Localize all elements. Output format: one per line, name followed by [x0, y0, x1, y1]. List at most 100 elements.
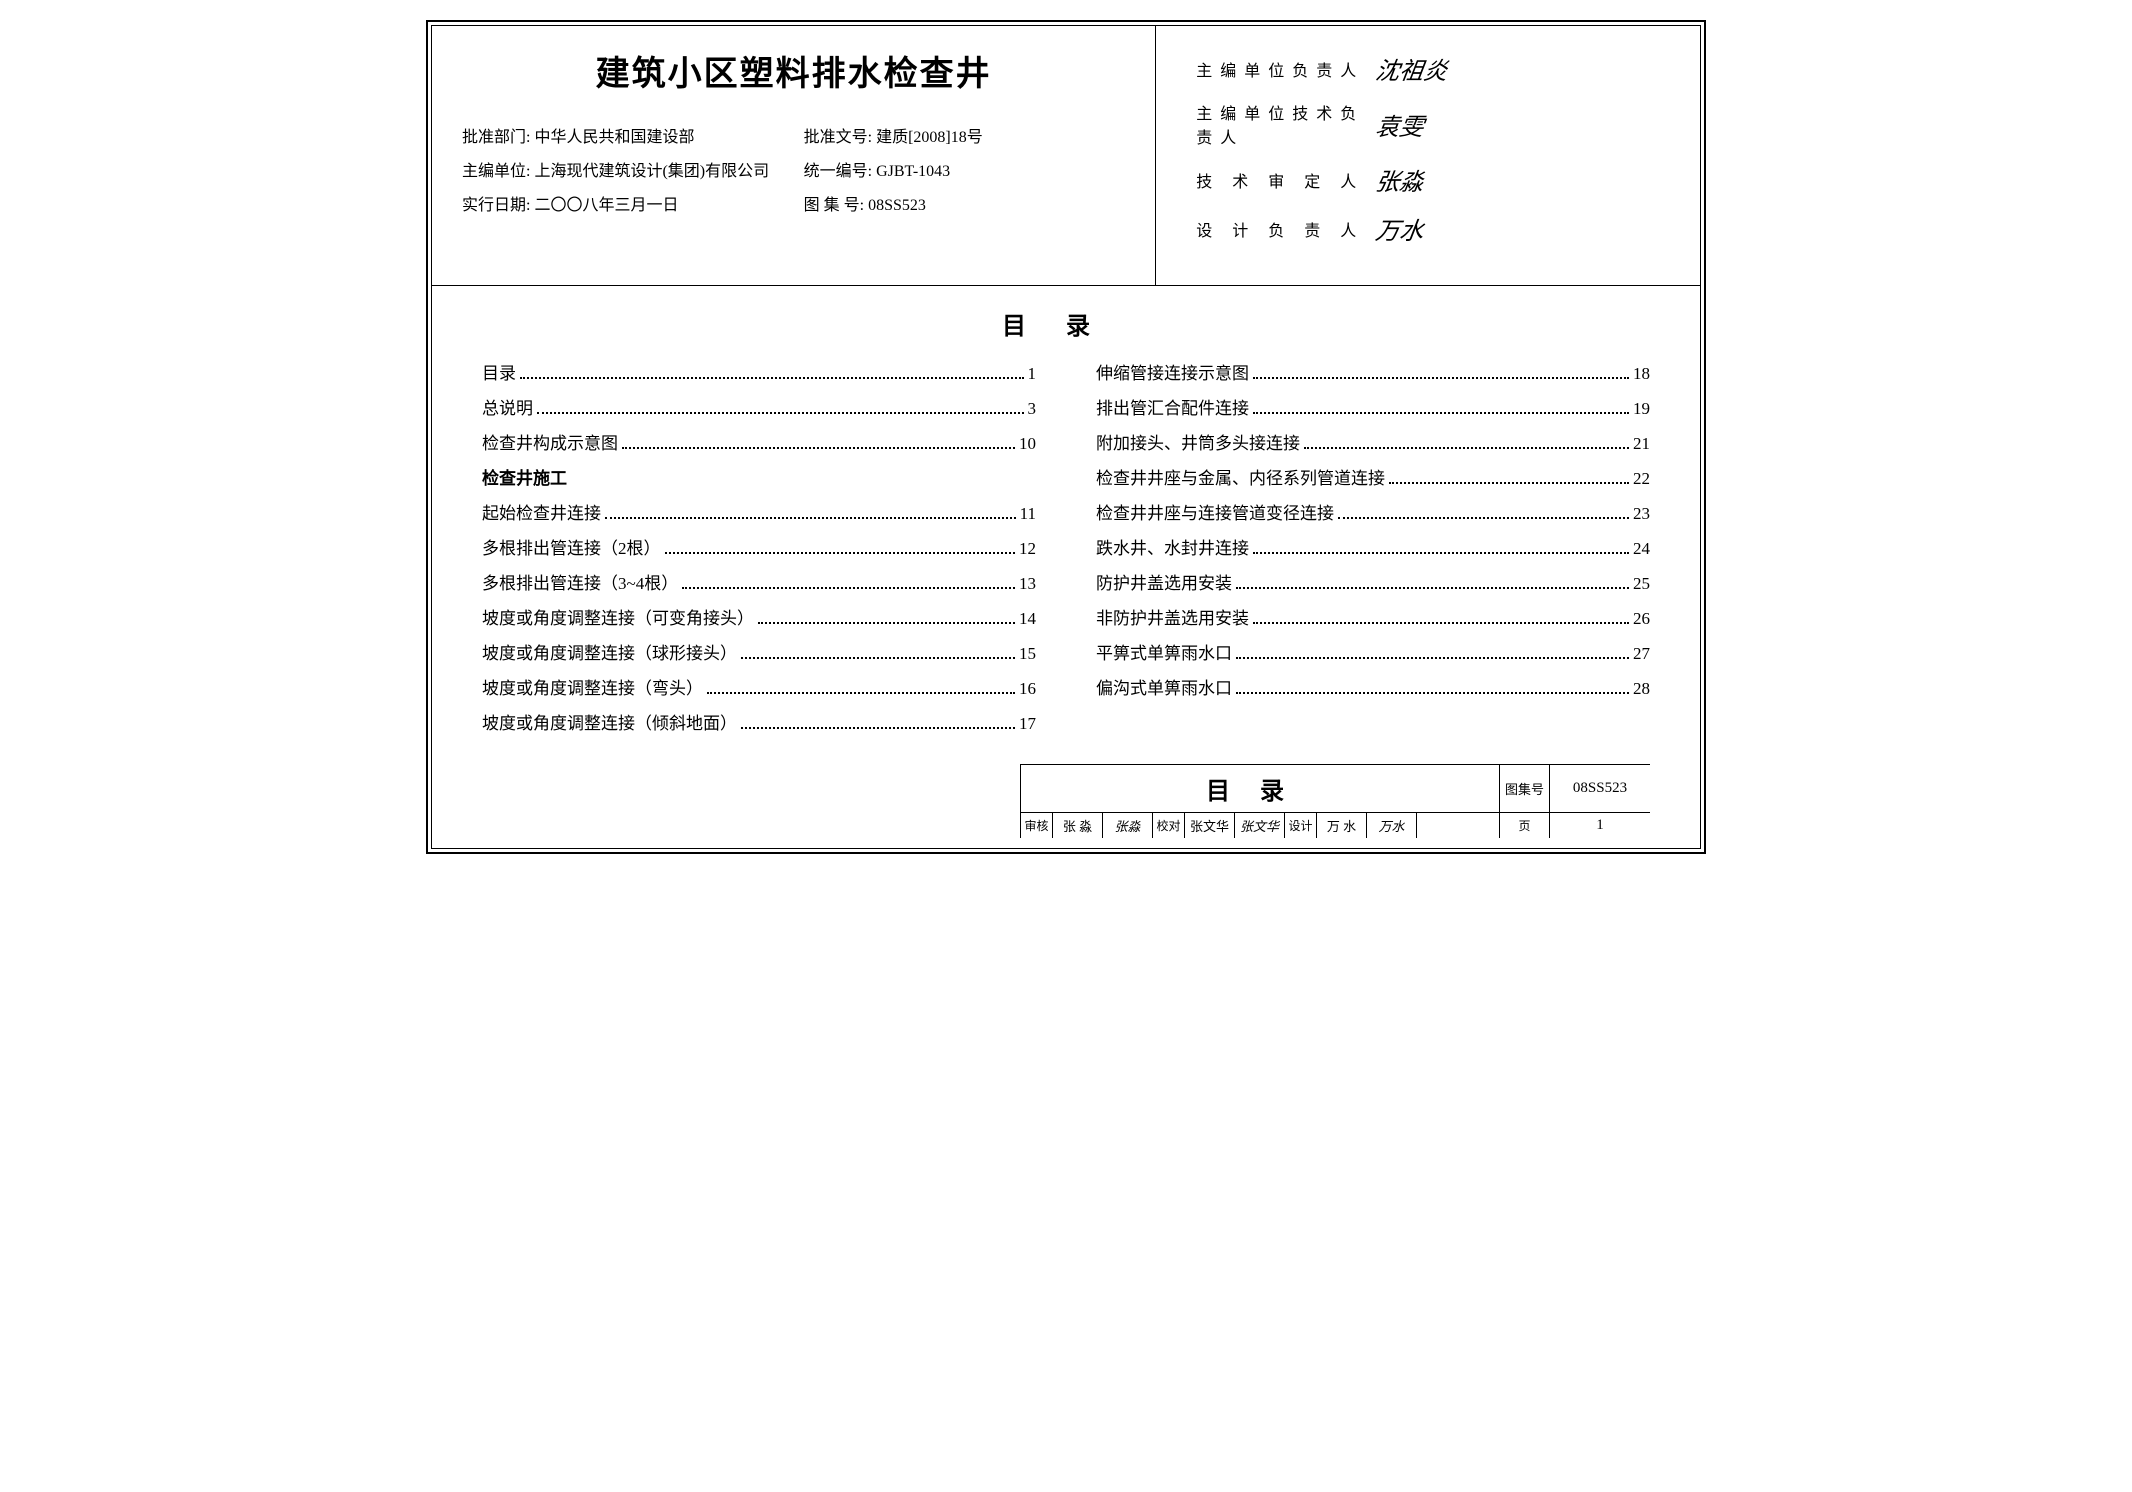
toc-leader-dots	[1253, 400, 1629, 414]
toc-page-number: 26	[1633, 609, 1650, 629]
approval-role: 技 术 审 定 人	[1196, 168, 1376, 192]
toc-label: 检查井井座与金属、内径系列管道连接	[1096, 464, 1385, 489]
signature: 万水	[1374, 211, 1427, 246]
review-name: 张 淼	[1053, 813, 1103, 838]
approval-row: 主编单位技术负责人袁雯	[1196, 100, 1670, 148]
toc-item: 坡度或角度调整连接（弯头）16	[482, 674, 1036, 699]
toc-page-number: 19	[1633, 399, 1650, 419]
info-grid: 批准部门: 中华人民共和国建设部批准文号: 建质[2008]18号主编单位: 上…	[462, 123, 1125, 215]
page-label: 页	[1500, 813, 1550, 838]
approval-row: 主编单位负责人沈祖炎	[1196, 51, 1670, 86]
toc-label: 跌水井、水封井连接	[1096, 534, 1249, 559]
toc-item: 跌水井、水封井连接 24	[1096, 534, 1650, 559]
toc-label: 偏沟式单箅雨水口	[1096, 674, 1232, 699]
toc-page-number: 14	[1019, 609, 1036, 629]
document-title: 建筑小区塑料排水检查井	[462, 46, 1125, 95]
toc-item: 多根排出管连接（3~4根） 13	[482, 569, 1036, 594]
toc-left-column: 目录1总说明3检查井构成示意图10检查井施工起始检查井连接11多根排出管连接（2…	[482, 359, 1036, 744]
title-block-bottom-row: 审核张 淼张淼校对张文华张文华设计万 水万水页1	[1021, 813, 1650, 838]
title-block: 目录 图集号 08SS523 审核张 淼张淼校对张文华张文华设计万 水万水页1	[1020, 764, 1650, 838]
toc-page-number: 22	[1633, 469, 1650, 489]
toc-label: 检查井井座与连接管道变径连接	[1096, 499, 1334, 524]
toc-item: 伸缩管接连接示意图 18	[1096, 359, 1650, 384]
toc-label: 附加接头、井筒多头接连接	[1096, 429, 1300, 454]
toc-item: 目录 1	[482, 359, 1036, 384]
review-signature: 张淼	[1103, 813, 1153, 838]
toc-page-number: 24	[1633, 539, 1650, 559]
document-page: 建筑小区塑料排水检查井 批准部门: 中华人民共和国建设部批准文号: 建质[200…	[426, 20, 1706, 854]
toc-page-number: 1	[1028, 364, 1037, 384]
page-inner-frame: 建筑小区塑料排水检查井 批准部门: 中华人民共和国建设部批准文号: 建质[200…	[431, 25, 1701, 849]
toc-leader-dots	[665, 540, 1016, 554]
title-block-top-row: 目录 图集号 08SS523	[1021, 765, 1650, 813]
toc-right-column: 伸缩管接连接示意图 18 排出管汇合配件连接 19 附加接头、井筒多头接连接21 检查井井…	[1096, 359, 1650, 744]
toc-leader-dots	[741, 645, 1015, 659]
toc-leader-dots	[605, 505, 1016, 519]
toc-item: 排出管汇合配件连接 19	[1096, 394, 1650, 419]
toc-page-number: 15	[1019, 644, 1036, 664]
toc-leader-dots	[520, 365, 1024, 379]
header-section: 建筑小区塑料排水检查井 批准部门: 中华人民共和国建设部批准文号: 建质[200…	[432, 26, 1700, 286]
toc-item: 坡度或角度调整连接（可变角接头）14	[482, 604, 1036, 629]
toc-item: 检查井构成示意图10	[482, 429, 1036, 454]
review-role: 设计	[1285, 813, 1317, 838]
approval-role: 设 计 负 责 人	[1196, 217, 1376, 241]
info-cell: 图 集 号: 08SS523	[804, 191, 1126, 215]
toc-label: 平箅式单箅雨水口	[1096, 639, 1232, 664]
toc-item: 坡度或角度调整连接（球形接头）15	[482, 639, 1036, 664]
toc-leader-dots	[682, 575, 1015, 589]
toc-leader-dots	[1253, 365, 1629, 379]
toc-leader-dots	[622, 435, 1015, 449]
spacer	[1417, 813, 1500, 838]
toc-leader-dots	[1253, 540, 1629, 554]
toc-item: 防护井盖选用安装25	[1096, 569, 1650, 594]
toc-leader-dots	[1389, 470, 1629, 484]
review-name: 张文华	[1185, 813, 1235, 838]
toc-page-number: 16	[1019, 679, 1036, 699]
toc-page-number: 3	[1028, 399, 1037, 419]
toc-label: 伸缩管接连接示意图	[1096, 359, 1249, 384]
code-value: 08SS523	[1550, 765, 1650, 812]
toc-page-number: 12	[1019, 539, 1036, 559]
toc-page-number: 27	[1633, 644, 1650, 664]
toc-page-number: 28	[1633, 679, 1650, 699]
toc-leader-dots	[758, 610, 1015, 624]
toc-item: 检查井井座与连接管道变径连接23	[1096, 499, 1650, 524]
toc-item: 坡度或角度调整连接（倾斜地面） 17	[482, 709, 1036, 734]
toc-page-number: 18	[1633, 364, 1650, 384]
toc-label: 排出管汇合配件连接	[1096, 394, 1249, 419]
toc-leader-dots	[1236, 680, 1629, 694]
toc-item: 附加接头、井筒多头接连接21	[1096, 429, 1650, 454]
toc-page-number: 17	[1019, 714, 1036, 734]
toc-leader-dots	[1236, 645, 1629, 659]
toc-label: 多根排出管连接（2根）	[482, 534, 661, 559]
info-cell: 实行日期: 二〇〇八年三月一日	[462, 191, 784, 215]
toc-label: 总说明	[482, 394, 533, 419]
toc-label: 目录	[482, 359, 516, 384]
code-label: 图集号	[1500, 765, 1550, 812]
header-left-block: 建筑小区塑料排水检查井 批准部门: 中华人民共和国建设部批准文号: 建质[200…	[432, 26, 1156, 285]
page-number: 1	[1550, 813, 1650, 838]
toc-page-number: 13	[1019, 574, 1036, 594]
toc-item: 非防护井盖选用安装26	[1096, 604, 1650, 629]
toc-page-number: 25	[1633, 574, 1650, 594]
toc-leader-dots	[741, 715, 1015, 729]
toc-leader-dots	[707, 680, 1015, 694]
toc-leader-dots	[1253, 610, 1629, 624]
signature: 袁雯	[1374, 107, 1427, 142]
info-cell: 批准文号: 建质[2008]18号	[804, 123, 1126, 147]
toc-item: 检查井井座与金属、内径系列管道连接 22	[1096, 464, 1650, 489]
approval-row: 技 术 审 定 人张淼	[1196, 162, 1670, 197]
review-name: 万 水	[1317, 813, 1367, 838]
toc-item: 起始检查井连接11	[482, 499, 1036, 524]
toc-label: 坡度或角度调整连接（倾斜地面）	[482, 709, 737, 734]
toc-item: 偏沟式单箅雨水口 28	[1096, 674, 1650, 699]
toc-leader-dots	[1338, 505, 1629, 519]
toc-label: 多根排出管连接（3~4根）	[482, 569, 678, 594]
toc-heading: 目录	[482, 306, 1650, 341]
signature: 沈祖炎	[1374, 51, 1451, 86]
toc-leader-dots	[537, 400, 1024, 414]
toc-page-number: 10	[1019, 434, 1036, 454]
toc-leader-dots	[1304, 435, 1629, 449]
info-cell: 批准部门: 中华人民共和国建设部	[462, 123, 784, 147]
